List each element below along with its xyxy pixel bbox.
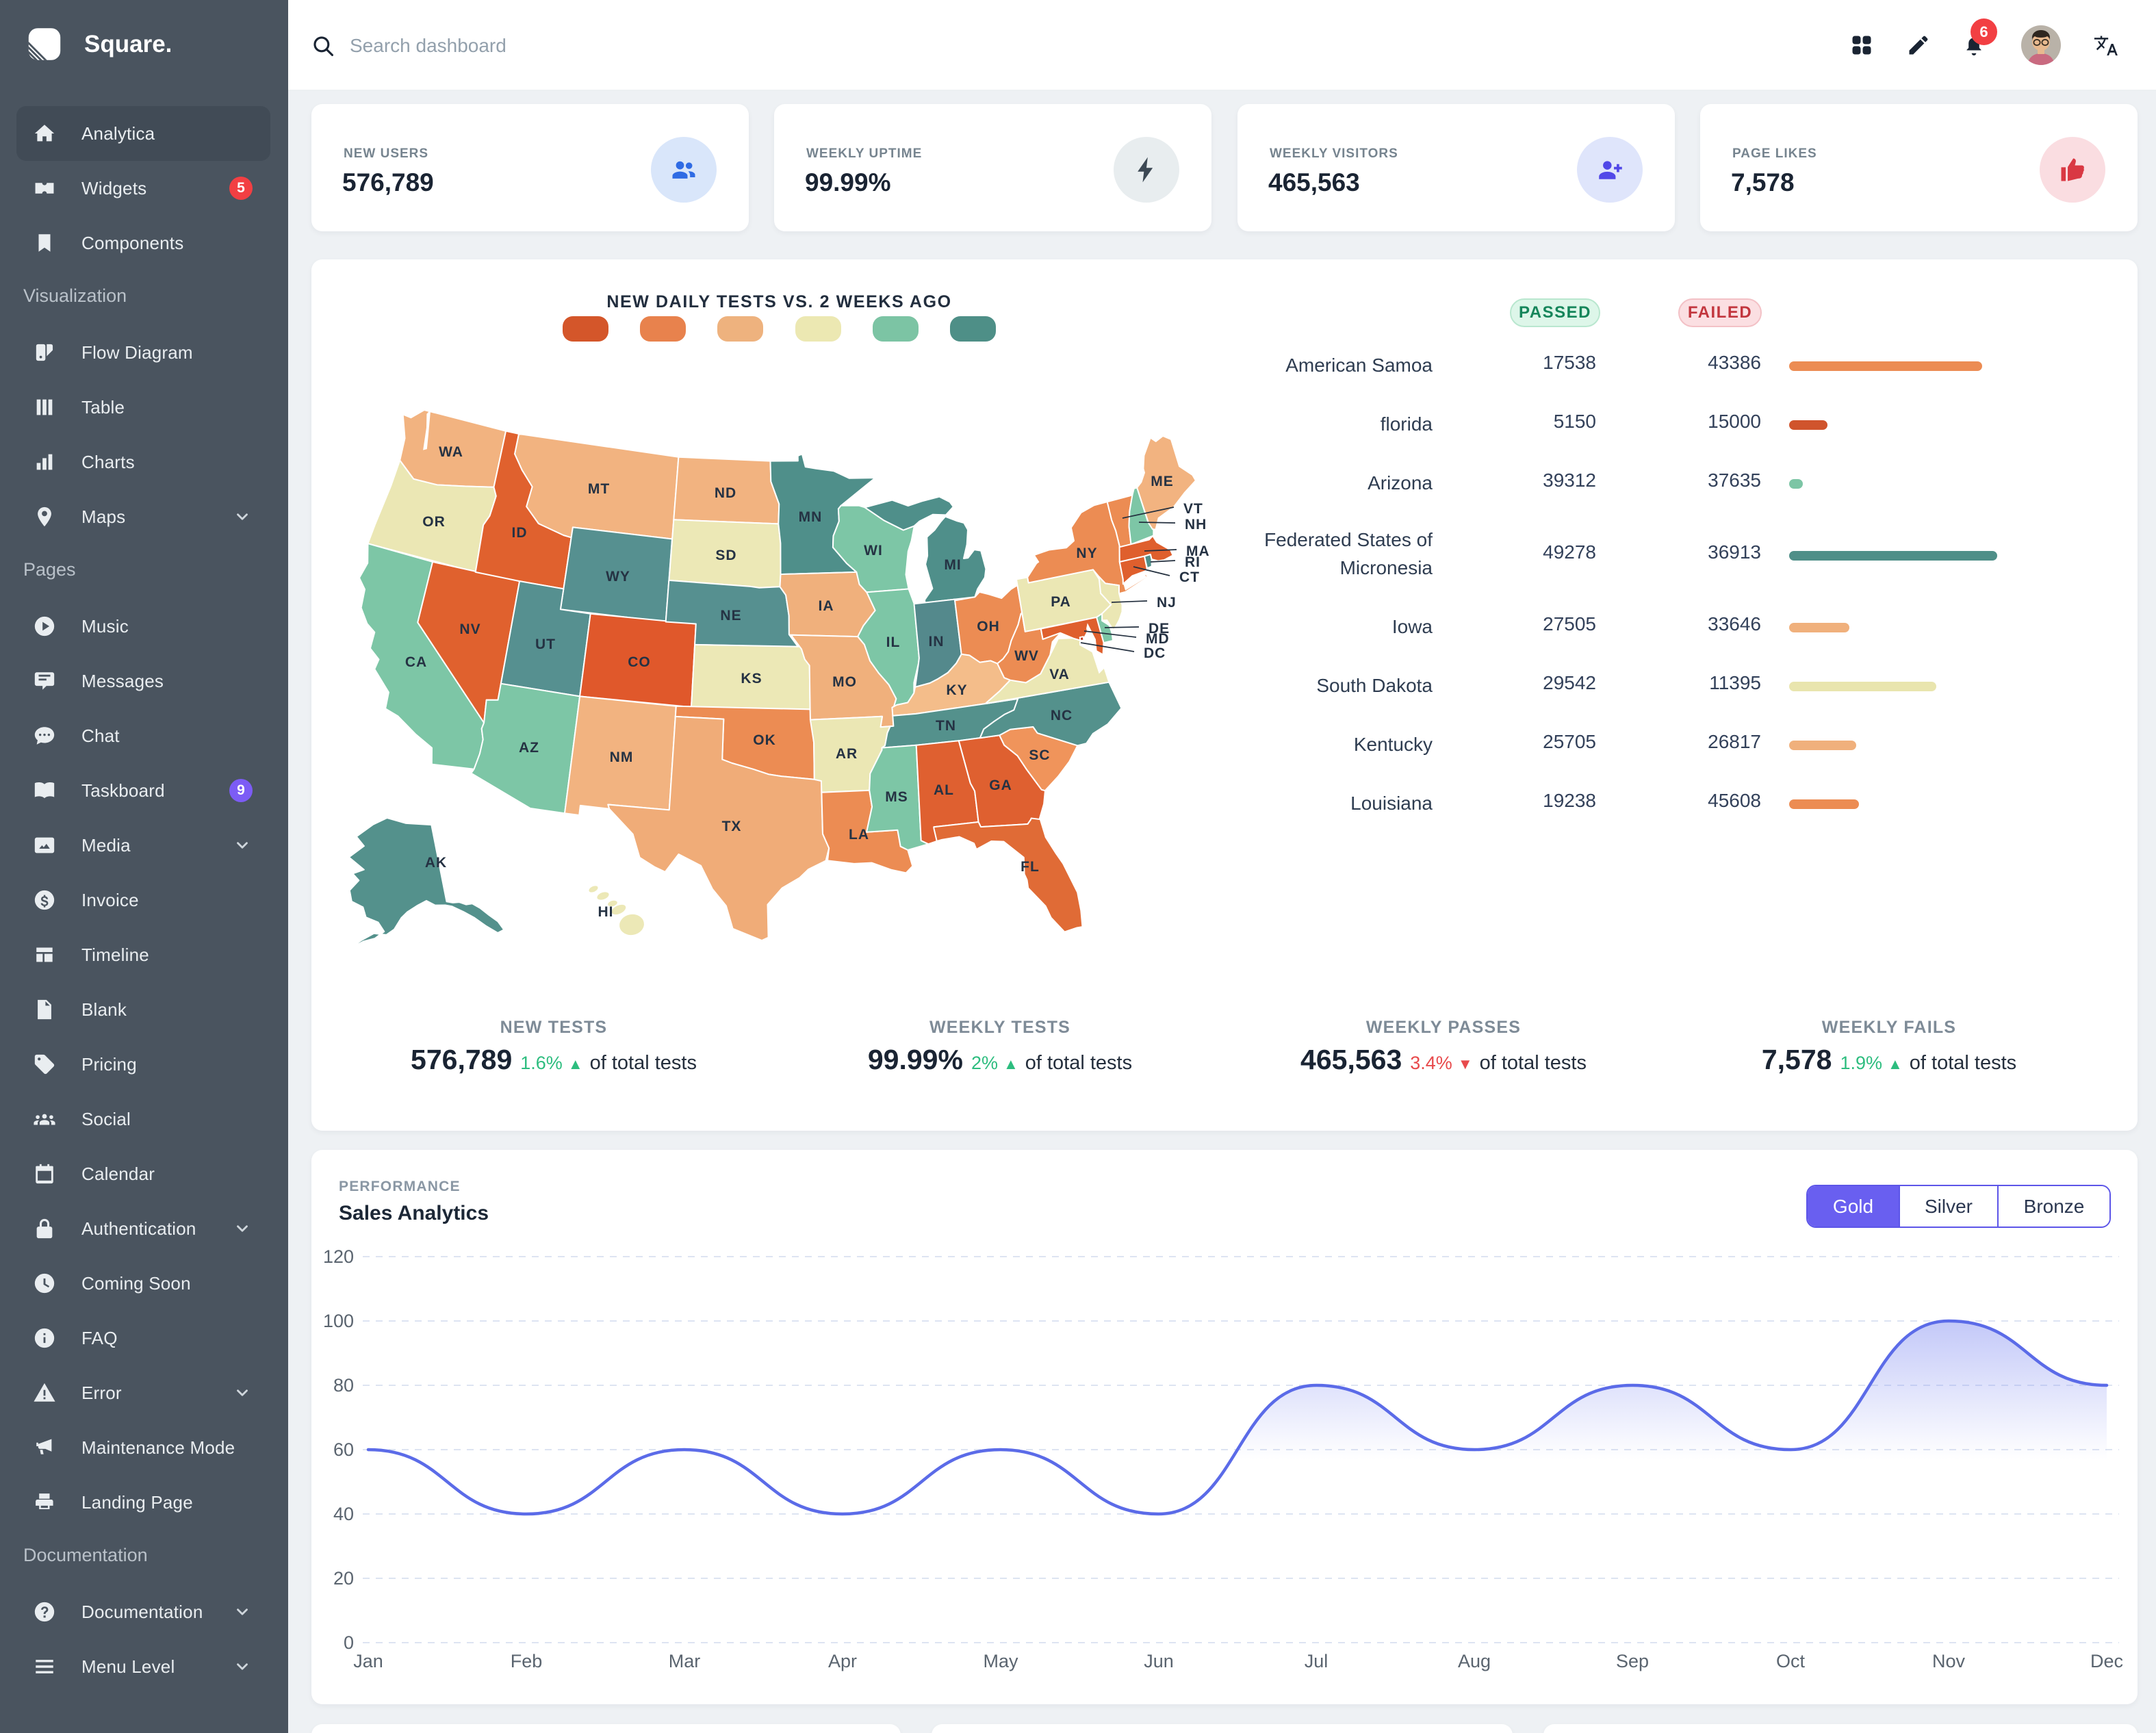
svg-text:SC: SC <box>1029 747 1050 763</box>
svg-text:Aug: Aug <box>1458 1651 1491 1671</box>
svg-text:WV: WV <box>1014 648 1039 664</box>
svg-text:MT: MT <box>588 481 610 497</box>
svg-text:KY: KY <box>946 682 967 698</box>
svg-text:PA: PA <box>1051 594 1071 610</box>
svg-text:TX: TX <box>722 819 742 834</box>
svg-text:ME: ME <box>1151 474 1174 489</box>
svg-text:OK: OK <box>753 732 776 748</box>
svg-text:120: 120 <box>323 1246 354 1267</box>
svg-text:OR: OR <box>422 514 446 530</box>
svg-text:NH: NH <box>1185 517 1207 532</box>
svg-text:Jul: Jul <box>1305 1651 1329 1671</box>
svg-text:VT: VT <box>1183 501 1203 517</box>
svg-text:40: 40 <box>333 1504 354 1524</box>
svg-text:20: 20 <box>333 1568 354 1589</box>
svg-text:GA: GA <box>989 778 1012 793</box>
svg-text:Jun: Jun <box>1144 1651 1174 1671</box>
svg-text:FL: FL <box>1021 859 1040 875</box>
svg-text:MS: MS <box>885 789 908 805</box>
svg-text:IN: IN <box>929 634 945 650</box>
svg-text:VA: VA <box>1049 667 1070 682</box>
svg-text:100: 100 <box>323 1311 354 1331</box>
svg-text:WA: WA <box>439 444 463 460</box>
svg-text:SD: SD <box>715 548 736 563</box>
svg-text:TN: TN <box>936 718 956 734</box>
svg-text:80: 80 <box>333 1375 354 1396</box>
svg-text:AR: AR <box>836 746 858 762</box>
svg-text:NY: NY <box>1076 545 1097 561</box>
svg-text:NV: NV <box>459 621 480 637</box>
svg-text:AK: AK <box>425 855 447 871</box>
svg-text:LA: LA <box>849 827 869 843</box>
svg-text:CA: CA <box>405 654 427 670</box>
svg-text:RI: RI <box>1185 554 1201 570</box>
svg-text:WI: WI <box>864 543 883 559</box>
svg-text:Dec: Dec <box>2090 1651 2123 1671</box>
svg-text:NE: NE <box>720 608 741 624</box>
svg-text:NM: NM <box>610 749 634 765</box>
svg-text:MO: MO <box>832 674 857 690</box>
svg-text:UT: UT <box>535 637 556 652</box>
svg-text:AZ: AZ <box>519 740 539 756</box>
svg-text:DE: DE <box>1148 621 1170 637</box>
svg-text:ND: ND <box>715 485 736 501</box>
svg-text:DC: DC <box>1144 645 1166 661</box>
svg-text:Sep: Sep <box>1616 1651 1649 1671</box>
svg-text:Jan: Jan <box>353 1651 383 1671</box>
svg-text:OH: OH <box>977 619 1000 634</box>
svg-text:WY: WY <box>606 569 630 585</box>
svg-text:CT: CT <box>1179 569 1200 585</box>
svg-text:MI: MI <box>944 557 961 573</box>
svg-text:Apr: Apr <box>828 1651 857 1671</box>
svg-text:MN: MN <box>799 509 823 525</box>
svg-text:KS: KS <box>741 671 762 686</box>
svg-text:ID: ID <box>512 525 528 541</box>
svg-text:CO: CO <box>628 654 651 670</box>
svg-text:IL: IL <box>886 634 901 650</box>
svg-text:60: 60 <box>333 1439 354 1460</box>
svg-text:MA: MA <box>1186 543 1210 559</box>
svg-text:MD: MD <box>1146 631 1170 647</box>
svg-text:Oct: Oct <box>1776 1651 1806 1671</box>
svg-text:AL: AL <box>934 782 954 798</box>
svg-text:NJ: NJ <box>1157 595 1177 611</box>
svg-text:0: 0 <box>344 1632 354 1653</box>
svg-text:NC: NC <box>1051 708 1073 723</box>
svg-text:Mar: Mar <box>669 1651 701 1671</box>
svg-text:Feb: Feb <box>511 1651 543 1671</box>
svg-text:Nov: Nov <box>1932 1651 1966 1671</box>
svg-text:HI: HI <box>598 904 614 920</box>
svg-text:IA: IA <box>819 598 834 614</box>
svg-text:May: May <box>983 1651 1018 1671</box>
